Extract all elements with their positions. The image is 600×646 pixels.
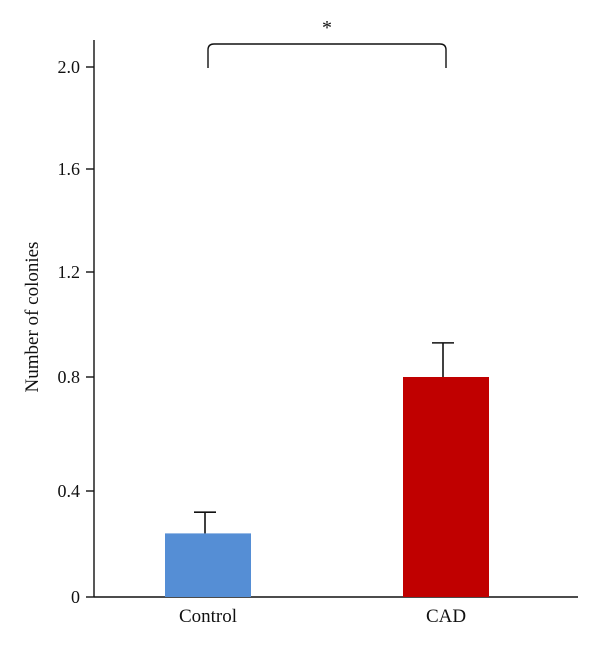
y-tick-label: 2.0 bbox=[58, 57, 81, 77]
bar-control bbox=[165, 533, 251, 597]
error-bars bbox=[194, 342, 454, 534]
y-tick-label: 0.8 bbox=[58, 367, 81, 387]
x-tick-label: CAD bbox=[426, 606, 466, 627]
y-tick-label: 0 bbox=[71, 587, 80, 607]
y-axis-title: Number of colonies bbox=[22, 242, 43, 393]
x-tick-label: Control bbox=[179, 606, 237, 627]
y-tick-label: 1.6 bbox=[58, 159, 81, 179]
bars bbox=[165, 377, 489, 597]
y-tick-label: 1.2 bbox=[58, 262, 81, 282]
y-tick-label: 0.4 bbox=[58, 481, 81, 501]
bar-cad bbox=[403, 377, 489, 597]
axes bbox=[93, 40, 578, 598]
significance-bracket bbox=[207, 43, 447, 68]
x-tick-labels: Control CAD bbox=[179, 606, 466, 627]
significance-annotation: * bbox=[207, 17, 447, 68]
y-ticks: 0 0.4 0.8 1.2 1.6 2.0 bbox=[58, 57, 94, 607]
significance-star: * bbox=[322, 17, 332, 39]
